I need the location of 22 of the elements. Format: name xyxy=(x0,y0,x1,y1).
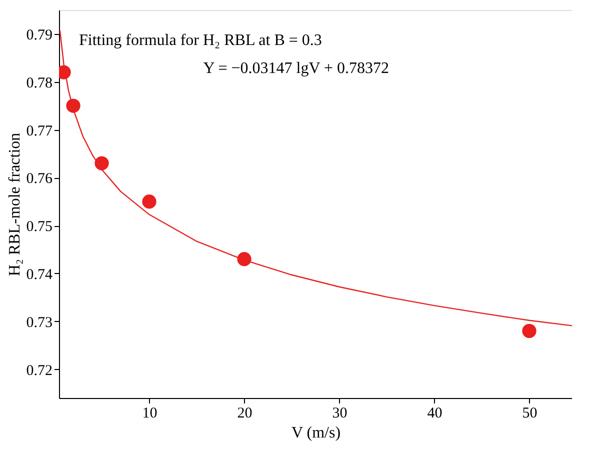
y-tick-label: 0.73 xyxy=(26,314,52,331)
y-tick-label: 0.74 xyxy=(26,266,53,283)
x-tick-label: 40 xyxy=(427,406,442,422)
point xyxy=(94,156,109,170)
x-tick-label: 30 xyxy=(332,406,348,422)
point xyxy=(237,252,252,266)
y-tick-label: 0.72 xyxy=(26,362,52,379)
y-tick-label: 0.78 xyxy=(26,75,52,92)
x-axis-title: V (m/s) xyxy=(291,424,341,442)
annotation: Y = −0.03147 lgV + 0.78372 xyxy=(203,60,389,77)
x-tick-label: 20 xyxy=(237,406,252,422)
x-tick-label: 10 xyxy=(142,406,158,422)
point xyxy=(522,324,536,338)
y-tick-label: 0.76 xyxy=(26,171,53,188)
point xyxy=(142,194,156,209)
y-tick-label: 0.77 xyxy=(26,123,53,140)
y-tick-label: 0.79 xyxy=(26,27,52,44)
x-tick-label: 50 xyxy=(522,406,538,422)
annotation: Fitting formula for H₂ RBL at B = 0.3 xyxy=(79,32,322,49)
y-tick-label: 0.75 xyxy=(26,219,52,236)
y-axis-title: H₂ RBL-mole fraction xyxy=(6,132,24,276)
line-series xyxy=(59,30,572,326)
